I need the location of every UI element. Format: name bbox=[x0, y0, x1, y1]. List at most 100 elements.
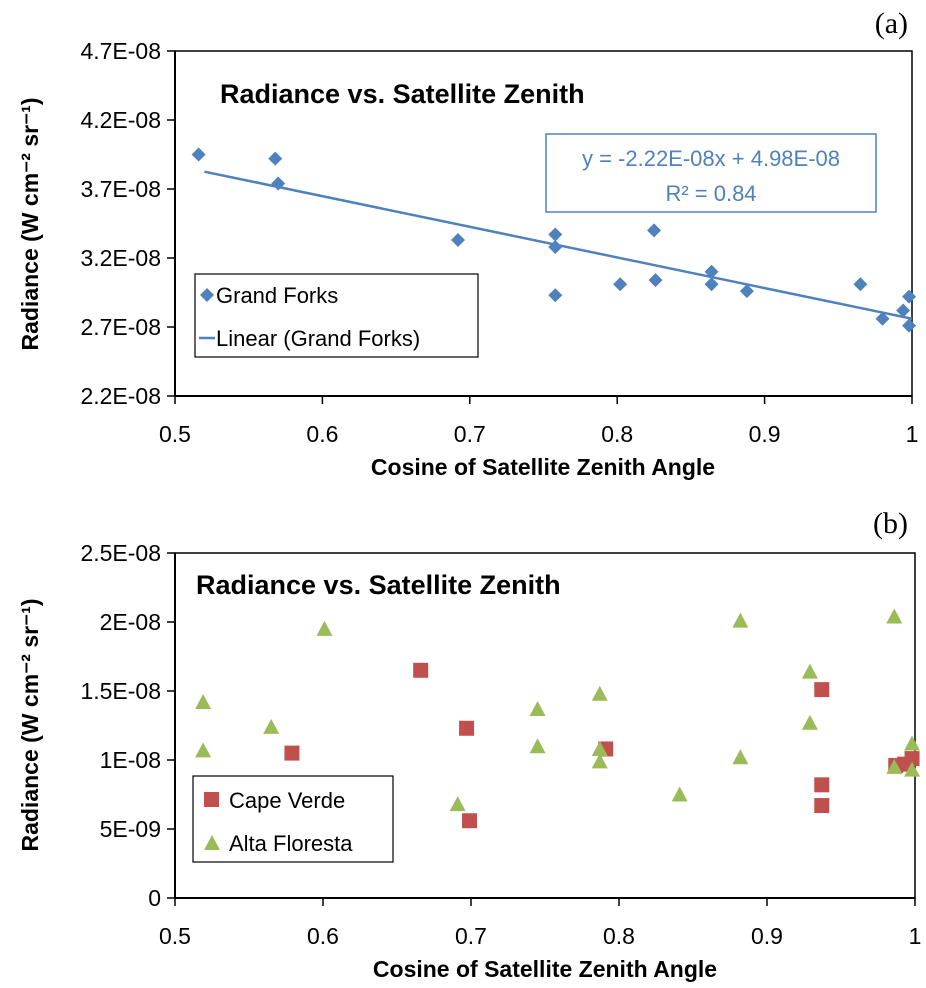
grand-forks-point bbox=[648, 273, 663, 288]
y-tick-label: 2E-08 bbox=[100, 609, 161, 635]
cape-verde-point bbox=[462, 813, 478, 829]
grand-forks-point bbox=[268, 151, 283, 166]
y-tick-label: 1E-08 bbox=[100, 747, 161, 773]
panel-b-legend-frame bbox=[192, 775, 394, 863]
panel-a-points bbox=[191, 147, 917, 333]
grand-forks-point bbox=[704, 277, 719, 292]
alta-floresta-point bbox=[591, 753, 608, 769]
panel-a-equation-frame bbox=[545, 133, 877, 213]
cape-verde-point bbox=[904, 751, 920, 767]
legend-grand-forks: Grand Forks bbox=[216, 283, 338, 308]
panel-b-legend: Cape Verde Alta Floresta bbox=[192, 775, 394, 863]
panel-b-y-axis-label: Radiance (W cm⁻² sr⁻¹) bbox=[17, 598, 43, 851]
panel-b-chart: (b) Radiance vs. Satellite Zenith 0 5E-09… bbox=[17, 507, 921, 982]
panel-b-label: (b) bbox=[873, 507, 908, 540]
grand-forks-point bbox=[875, 311, 890, 326]
y-tick-label: 2.2E-08 bbox=[80, 383, 161, 409]
alta-floresta-point bbox=[732, 612, 749, 628]
alta-floresta-point bbox=[195, 742, 212, 758]
x-tick-label: 0.6 bbox=[307, 923, 339, 949]
panel-a-r-squared: R² = 0.84 bbox=[665, 181, 756, 206]
legend-linear-grand-forks: Linear (Grand Forks) bbox=[216, 326, 420, 351]
panel-b-points bbox=[195, 608, 921, 829]
y-tick-label: 3.7E-08 bbox=[80, 176, 161, 202]
grand-forks-point bbox=[613, 277, 628, 292]
cape-verde-point bbox=[814, 682, 830, 698]
y-tick-label: 2.7E-08 bbox=[80, 314, 161, 340]
alta-floresta-point bbox=[886, 608, 903, 624]
alta-floresta-point bbox=[263, 718, 280, 734]
y-tick-label: 3.2E-08 bbox=[80, 245, 161, 271]
panel-b-x-ticks: 0.5 0.6 0.7 0.8 0.9 1 bbox=[159, 898, 921, 949]
panel-a-y-axis-label: Radiance (W cm⁻² sr⁻¹) bbox=[17, 97, 43, 350]
grand-forks-point bbox=[548, 227, 563, 242]
y-tick-label: 4.7E-08 bbox=[80, 38, 161, 64]
alta-floresta-point bbox=[732, 749, 749, 765]
legend-cape-verde: Cape Verde bbox=[229, 788, 345, 813]
panel-a-label: (a) bbox=[875, 7, 908, 40]
grand-forks-point bbox=[896, 303, 911, 318]
x-tick-label: 0.8 bbox=[601, 421, 633, 447]
alta-floresta-point bbox=[904, 735, 921, 751]
grand-forks-point bbox=[704, 264, 719, 279]
panel-a-legend-frame bbox=[194, 273, 479, 358]
grand-forks-point bbox=[271, 176, 286, 191]
cape-verde-point bbox=[284, 745, 300, 761]
alta-floresta-point bbox=[591, 685, 608, 701]
x-tick-label: 1 bbox=[909, 923, 922, 949]
alta-floresta-point bbox=[801, 663, 818, 679]
panel-a-title: Radiance vs. Satellite Zenith bbox=[220, 79, 585, 109]
grand-forks-point bbox=[647, 223, 662, 238]
cape-verde-point bbox=[459, 720, 475, 736]
cape-verde-point bbox=[814, 798, 830, 814]
alta-floresta-point bbox=[529, 738, 546, 754]
cape-verde-point bbox=[413, 662, 429, 678]
x-tick-label: 0.7 bbox=[454, 421, 486, 447]
x-tick-label: 0.9 bbox=[749, 421, 781, 447]
legend-diamond-marker bbox=[200, 288, 214, 302]
alta-floresta-point bbox=[316, 620, 333, 636]
panel-b-x-axis-label: Cosine of Satellite Zenith Angle bbox=[373, 956, 717, 982]
y-tick-label: 1.5E-08 bbox=[80, 678, 161, 704]
panel-a-x-axis-label: Cosine of Satellite Zenith Angle bbox=[371, 454, 715, 480]
x-tick-label: 1 bbox=[906, 421, 919, 447]
y-tick-label: 0 bbox=[148, 885, 161, 911]
panel-a-x-ticks: 0.5 0.6 0.7 0.8 0.9 1 bbox=[159, 396, 918, 447]
alta-floresta-point bbox=[801, 714, 818, 730]
alta-floresta-point bbox=[671, 786, 688, 802]
panel-a-chart: (a) Radiance vs. Satellite Zenith 2.2E-0… bbox=[17, 7, 918, 480]
alta-floresta-point bbox=[529, 700, 546, 716]
x-tick-label: 0.8 bbox=[603, 923, 635, 949]
x-tick-label: 0.5 bbox=[159, 421, 191, 447]
panel-a-y-ticks: 2.2E-08 2.7E-08 3.2E-08 3.7E-08 4.2E-08 4.7E-… bbox=[80, 38, 175, 409]
alta-floresta-point bbox=[904, 761, 921, 777]
grand-forks-point bbox=[739, 284, 754, 299]
alta-floresta-point bbox=[449, 796, 466, 812]
legend-triangle-marker bbox=[204, 835, 220, 850]
grand-forks-point bbox=[853, 277, 868, 292]
cape-verde-point bbox=[814, 777, 830, 793]
alta-floresta-point bbox=[195, 694, 212, 710]
panel-a-equation-box: y = -2.22E-08x + 4.98E-08 R² = 0.84 bbox=[545, 133, 877, 213]
panel-a-legend: Grand Forks Linear (Grand Forks) bbox=[194, 273, 479, 358]
y-tick-label: 4.2E-08 bbox=[80, 107, 161, 133]
legend-square-marker bbox=[204, 792, 219, 807]
panel-b-y-ticks: 0 5E-09 1E-08 1.5E-08 2E-08 2.5E-08 bbox=[80, 540, 175, 911]
x-tick-label: 0.6 bbox=[306, 421, 338, 447]
panel-a-equation: y = -2.22E-08x + 4.98E-08 bbox=[582, 146, 840, 171]
y-tick-label: 2.5E-08 bbox=[80, 540, 161, 566]
alta-floresta-point bbox=[886, 758, 903, 774]
y-tick-label: 5E-09 bbox=[100, 816, 161, 842]
x-tick-label: 0.5 bbox=[159, 923, 191, 949]
grand-forks-point bbox=[548, 288, 563, 303]
grand-forks-point bbox=[191, 147, 206, 162]
grand-forks-point bbox=[902, 318, 917, 333]
legend-alta-floresta: Alta Floresta bbox=[229, 831, 353, 856]
grand-forks-point bbox=[548, 239, 563, 254]
x-tick-label: 0.7 bbox=[455, 923, 487, 949]
grand-forks-point bbox=[451, 233, 466, 248]
alta-floresta-point bbox=[591, 740, 608, 756]
x-tick-label: 0.9 bbox=[751, 923, 783, 949]
grand-forks-point bbox=[902, 289, 917, 304]
